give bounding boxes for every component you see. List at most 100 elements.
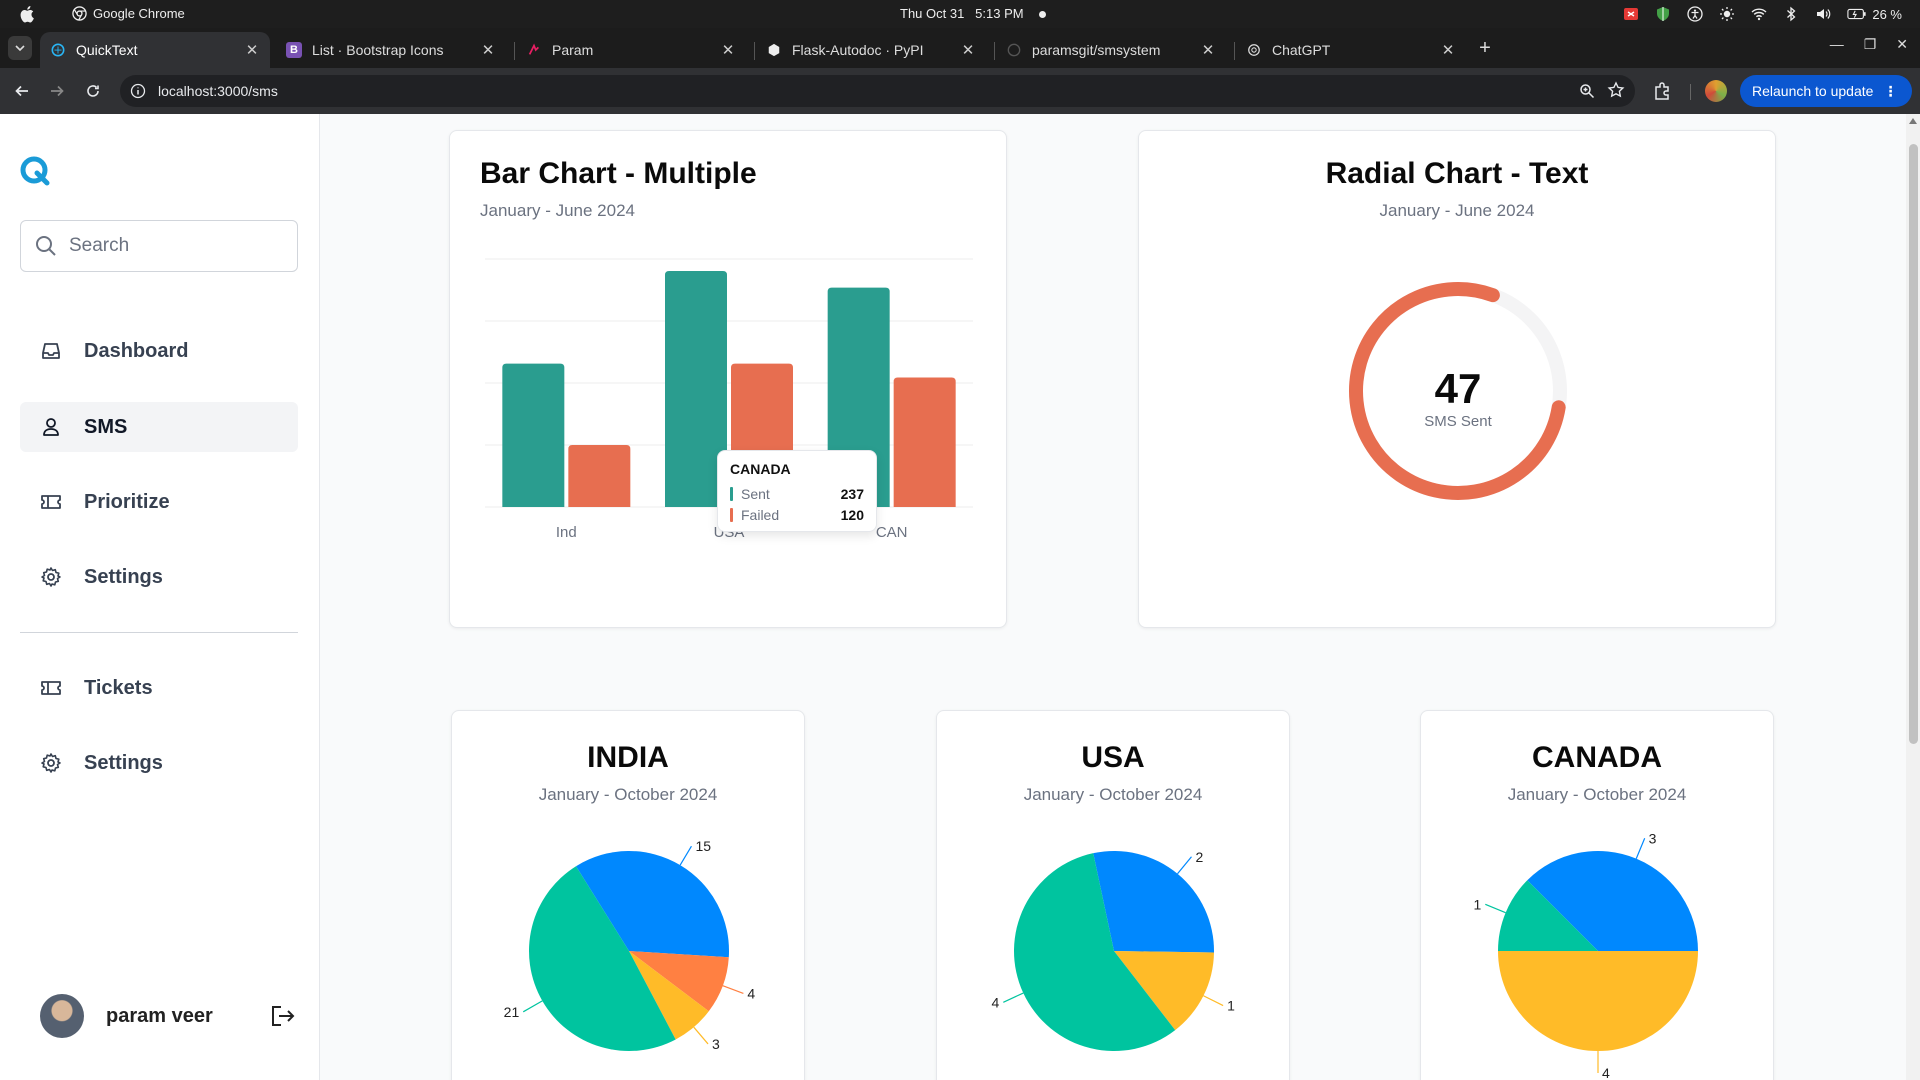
pie-slice[interactable]	[1114, 951, 1214, 1031]
quicktext-logo-icon[interactable]	[20, 156, 52, 188]
bar-failed-can[interactable]	[893, 377, 956, 507]
pie-label-line	[693, 1026, 709, 1045]
relaunch-button[interactable]: Relaunch to update ⋮	[1740, 75, 1912, 107]
pie-slice[interactable]	[1498, 951, 1698, 1051]
pie-value-label: 4	[992, 994, 1000, 1010]
pie-label-line	[679, 845, 692, 866]
pie-slice[interactable]	[629, 951, 709, 1040]
sidebar-item-prioritize[interactable]: Prioritize	[20, 477, 298, 527]
pie-value-label: 15	[695, 838, 711, 854]
tab-quicktext[interactable]: QuickText ✕	[40, 32, 270, 68]
tab-bootstrap-icons[interactable]: B List · Bootstrap Icons ✕	[276, 32, 506, 68]
close-tab-icon[interactable]: ✕	[1201, 42, 1215, 59]
sidebar-item-tickets[interactable]: Tickets	[20, 663, 298, 713]
pie-chart-canada: 3 4 1	[1473, 830, 1698, 1080]
forward-button[interactable]	[46, 80, 68, 102]
tab-param[interactable]: Param ✕	[516, 32, 746, 68]
tab-separator	[994, 42, 995, 60]
system-tray[interactable]: 26 %	[1623, 4, 1902, 24]
bluetooth-icon[interactable]	[1783, 6, 1799, 22]
new-tab-button[interactable]: +	[1479, 37, 1491, 59]
pie-value-label: 1	[1473, 896, 1481, 912]
close-tab-icon[interactable]: ✕	[721, 42, 735, 59]
maximize-icon[interactable]: ❐	[1863, 36, 1877, 52]
url-text[interactable]: localhost:3000/sms	[158, 83, 278, 99]
pie-slice[interactable]	[1093, 851, 1214, 953]
radial-progress-arc[interactable]	[1349, 282, 1566, 500]
scroll-up-arrow[interactable]	[1909, 118, 1917, 124]
sent-swatch	[730, 486, 733, 501]
reload-button[interactable]	[82, 80, 104, 102]
bookmark-star-icon[interactable]	[1607, 81, 1625, 99]
quicktext-favicon	[50, 42, 66, 58]
site-info-icon[interactable]	[130, 83, 146, 99]
close-tab-icon[interactable]: ✕	[481, 42, 495, 59]
os-top-bar: Google Chrome Thu Oct 31 5:13 PM 26 %	[0, 0, 1920, 28]
radial-chart-card: Radial Chart - Text January - June 2024 …	[1138, 130, 1776, 628]
pie-slice[interactable]	[1527, 851, 1698, 951]
pie-slice[interactable]	[528, 866, 676, 1052]
ticket-icon	[41, 495, 61, 509]
accessibility-icon[interactable]	[1687, 6, 1704, 22]
bar-sent-ind[interactable]	[502, 363, 565, 507]
notification-dot	[1039, 11, 1046, 18]
tab-separator	[754, 42, 755, 60]
profile-avatar-icon[interactable]	[1705, 80, 1727, 102]
volume-icon[interactable]	[1815, 6, 1831, 22]
scroll-thumb[interactable]	[1909, 144, 1918, 744]
close-tab-icon[interactable]: ✕	[961, 42, 975, 59]
radial-chart-svg	[1349, 282, 1567, 500]
zoom-icon[interactable]	[1579, 83, 1595, 99]
tab-separator	[1234, 42, 1235, 60]
chrome-icon	[72, 6, 87, 21]
extensions-icon[interactable]	[1652, 81, 1672, 101]
avatar[interactable]	[40, 994, 84, 1038]
pie-value-label: 4	[747, 985, 755, 1001]
clock[interactable]: Thu Oct 31 5:13 PM	[900, 6, 1024, 21]
close-tab-icon[interactable]: ✕	[1441, 42, 1455, 59]
pie-title-usa: USA	[1081, 741, 1145, 774]
pie-slice[interactable]	[629, 951, 729, 1012]
brightness-icon[interactable]	[1719, 6, 1735, 22]
pie-subtitle-india: January - October 2024	[538, 785, 718, 804]
page-scrollbar[interactable]	[1906, 114, 1920, 1080]
sidebar-item-settings[interactable]: Settings	[20, 552, 298, 602]
user-icon	[43, 418, 59, 436]
back-button[interactable]	[11, 80, 33, 102]
tab-github-smsystem[interactable]: paramsgit/smsystem ✕	[996, 32, 1226, 68]
pie-label-line	[722, 985, 744, 994]
toolbar-separator	[1690, 84, 1691, 100]
pie-slice[interactable]	[1014, 853, 1176, 1051]
wifi-icon[interactable]	[1751, 6, 1767, 22]
sidebar-item-settings-2[interactable]: Settings	[20, 738, 298, 788]
pie-value-label: 2	[1195, 849, 1203, 865]
active-app-label[interactable]: Google Chrome	[72, 6, 185, 21]
close-tab-icon[interactable]: ✕	[245, 42, 259, 59]
pie-label-line	[1485, 903, 1506, 914]
pypi-favicon	[766, 42, 782, 58]
sidebar-item-dashboard[interactable]: Dashboard	[20, 326, 298, 376]
minimize-icon[interactable]: —	[1829, 36, 1844, 52]
tooltip-title: CANADA	[730, 461, 791, 477]
logout-icon[interactable]	[270, 1004, 296, 1028]
apple-icon[interactable]	[20, 5, 36, 23]
pie-slice[interactable]	[576, 851, 729, 958]
close-window-icon[interactable]: ✕	[1896, 36, 1908, 52]
bar-failed-ind[interactable]	[568, 445, 631, 507]
shield-icon[interactable]	[1655, 6, 1671, 22]
battery-indicator[interactable]: 26 %	[1847, 7, 1902, 22]
user-profile: param veer	[40, 994, 300, 1038]
tab-search-button[interactable]	[8, 36, 32, 60]
battery-icon	[1847, 8, 1866, 20]
browser-toolbar: localhost:3000/sms Relaunch to update ⋮	[0, 68, 1920, 114]
search-input[interactable]	[69, 235, 269, 257]
sidebar-item-sms[interactable]: SMS	[20, 402, 298, 452]
tab-chatgpt[interactable]: ChatGPT ✕	[1236, 32, 1466, 68]
search-box[interactable]	[20, 220, 298, 272]
address-bar[interactable]: localhost:3000/sms	[120, 75, 1635, 107]
tab-flask-autodoc[interactable]: Flask-Autodoc · PyPI ✕	[756, 32, 986, 68]
pie-label-line	[1203, 995, 1224, 1007]
pie-slice[interactable]	[1498, 880, 1598, 951]
radial-chart-title: Radial Chart - Text	[1325, 157, 1589, 190]
record-icon[interactable]	[1623, 6, 1639, 22]
